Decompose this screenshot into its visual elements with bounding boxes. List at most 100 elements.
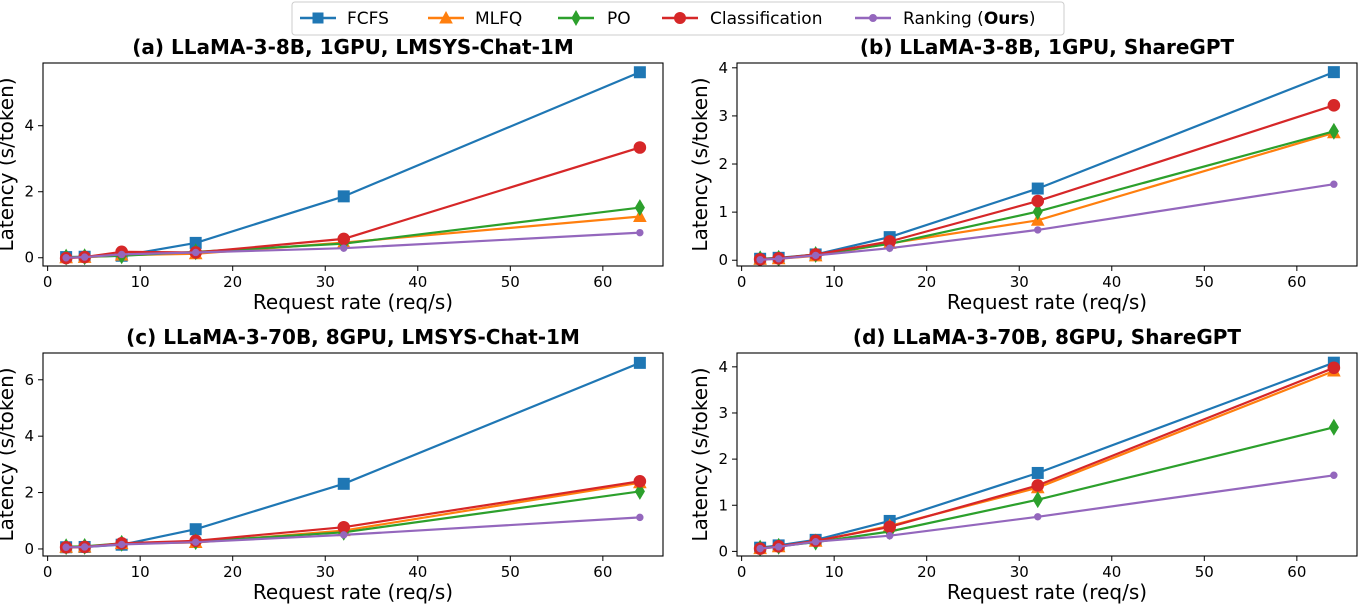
panel-a-xtick-label: 50 [501, 273, 520, 291]
panel-d-xlabel: Request rate (req/s) [947, 580, 1147, 604]
panel-c-series-fcfs-point [337, 477, 350, 490]
panel-b-title: (b) LLaMA-3-8B, 1GPU, ShareGPT [860, 35, 1235, 59]
panel-b-series-fcfs-line [760, 71, 1335, 260]
legend-entry-fcfs: FCFS [300, 9, 389, 29]
legend-classification-marker [674, 12, 686, 24]
legend-entry-ranking: Ranking (Ours) [855, 9, 1036, 29]
panel-a-xtick-label: 30 [316, 273, 335, 291]
panel-c-ytick-label: 4 [24, 427, 34, 445]
panel-b-series-mlfq-line [760, 131, 1335, 261]
panel-a-series-classification-point [633, 141, 647, 154]
panel-d-series-classification-point [1031, 479, 1045, 492]
panel-a-ytick-label: 4 [24, 117, 34, 135]
panel-b-series-po-point [1328, 122, 1339, 140]
legend-entry-po: PO [558, 9, 631, 29]
panel-d-series-classification-point [1327, 361, 1341, 375]
panel-c-series-po-point [634, 482, 645, 500]
panel-c-series-ranking-point [117, 540, 126, 549]
panel-a-series-classification-point [337, 232, 351, 246]
panel-b-series-classification-line [760, 104, 1335, 261]
panel-a-series-po-point [634, 199, 645, 217]
panel-c-xtick-label: 50 [501, 563, 520, 581]
panel-d-title: (d) LLaMA-3-70B, 8GPU, ShareGPT [853, 325, 1242, 349]
panel-d-xtick-label: 60 [1287, 563, 1306, 581]
panel-b-series-ranking-point [1034, 226, 1042, 234]
panel-b-series-fcfs-point [1031, 182, 1044, 195]
panel-b-xtick-label: 0 [737, 273, 747, 291]
panel-a-series-ranking-point [62, 254, 70, 262]
panel-a-ytick-label: 0 [24, 249, 34, 267]
panel-c-title: (c) LLaMA-3-70B, 8GPU, LMSYS-Chat-1M [126, 325, 580, 349]
panel-a-series-ranking-point [191, 248, 200, 257]
panel-d-series-ranking-point [774, 543, 783, 551]
panel-c-series-fcfs-point [189, 523, 202, 536]
legend-ranking-marker [869, 14, 877, 22]
panel-b-series-classification-point [1327, 99, 1341, 112]
panel-c-ytick-label: 0 [24, 540, 34, 558]
panel-a-series-ranking-point [636, 228, 644, 237]
panel-c-series-classification-point [633, 474, 647, 488]
panel-b-xtick-label: 40 [1102, 273, 1121, 291]
panel-d-ytick-label: 3 [718, 404, 728, 422]
panel-b-ytick-label: 3 [718, 107, 728, 125]
legend-po-label: PO [607, 9, 631, 29]
panel-b-series-ranking-point [756, 256, 764, 264]
panel-c-ytick-label: 6 [24, 371, 34, 389]
panel-d-xtick-label: 20 [917, 563, 936, 581]
panel-b-series-ranking-point [774, 255, 783, 263]
panel-d-series-ranking-point [811, 537, 820, 546]
legend-entry-mlfq: MLFQ [428, 9, 522, 29]
legend: FCFS MLFQ PO Classification Ranking (Our… [291, 1, 1065, 36]
panel-c-plot-area [59, 356, 647, 556]
legend-ranking-label-text: Ranking ( [903, 9, 984, 29]
panel-d-xtick-label: 0 [737, 563, 747, 581]
panel-c-xtick-label: 30 [316, 563, 335, 581]
panel-d-xtick-label: 50 [1195, 563, 1214, 581]
panel-b-ylabel: Latency (s/token) [688, 77, 712, 251]
panel-c: (c) LLaMA-3-70B, 8GPU, LMSYS-Chat-1M 0 10 2… [0, 325, 664, 604]
panel-a-ytick-label: 2 [24, 183, 34, 201]
panel-d-series-ranking-point [756, 544, 764, 553]
panel-b-plot-area [753, 66, 1341, 266]
panel-c-series-fcfs-point [633, 356, 646, 369]
panel-d-series-ranking-point [1330, 471, 1338, 479]
panel-d-series-classification-point [883, 520, 896, 534]
panel-a-ylabel: Latency (s/token) [0, 77, 18, 251]
panel-a-series-fcfs-point [337, 190, 350, 203]
panel-c-xtick-label: 60 [593, 563, 612, 581]
legend-ranking-label-bold: Ours [984, 9, 1029, 29]
panel-c-series-ranking-point [636, 513, 644, 522]
panel-c-xlabel: Request rate (req/s) [253, 580, 453, 604]
panel-c-xtick-label: 0 [43, 563, 53, 581]
panel-b-series-ranking-point [811, 251, 820, 260]
panel-b-xtick-label: 30 [1010, 273, 1029, 291]
panel-d-xtick-label: 10 [825, 563, 844, 581]
panel-a-xtick-label: 60 [593, 273, 612, 291]
panel-b-series-po-line [760, 130, 1335, 260]
panel-a-xtick-label: 20 [223, 273, 242, 291]
panel-a-series-ranking-point [117, 250, 126, 259]
legend-fcfs-marker [312, 12, 324, 24]
panel-d-series-ranking-point [885, 532, 894, 540]
panel-a-xtick-label: 0 [43, 273, 53, 291]
panel-d-series-ranking-point [1034, 513, 1042, 521]
panel-b-ytick-label: 2 [718, 155, 728, 173]
panel-c-series-ranking-point [62, 543, 70, 551]
panel-c-xtick-label: 10 [131, 563, 150, 581]
panel-a-xtick-label: 40 [408, 273, 427, 291]
panel-b-xtick-label: 50 [1195, 273, 1214, 291]
panel-c-frame [42, 352, 664, 557]
panel-d-series-fcfs-line [759, 361, 1335, 549]
legend-classification-label: Classification [710, 9, 822, 29]
panel-a-series-ranking-point [340, 244, 348, 252]
panel-d-xtick-label: 40 [1102, 563, 1121, 581]
panel-b-xtick-label: 10 [825, 273, 844, 291]
panel-d-ytick-label: 0 [718, 542, 728, 560]
panel-a-series-ranking-point [80, 253, 89, 261]
panel-c-series-ranking-line [66, 516, 640, 549]
panel-a-frame [42, 62, 664, 267]
panel-b-series-classification-point [1031, 194, 1045, 208]
panel-c-series-ranking-point [80, 543, 89, 551]
